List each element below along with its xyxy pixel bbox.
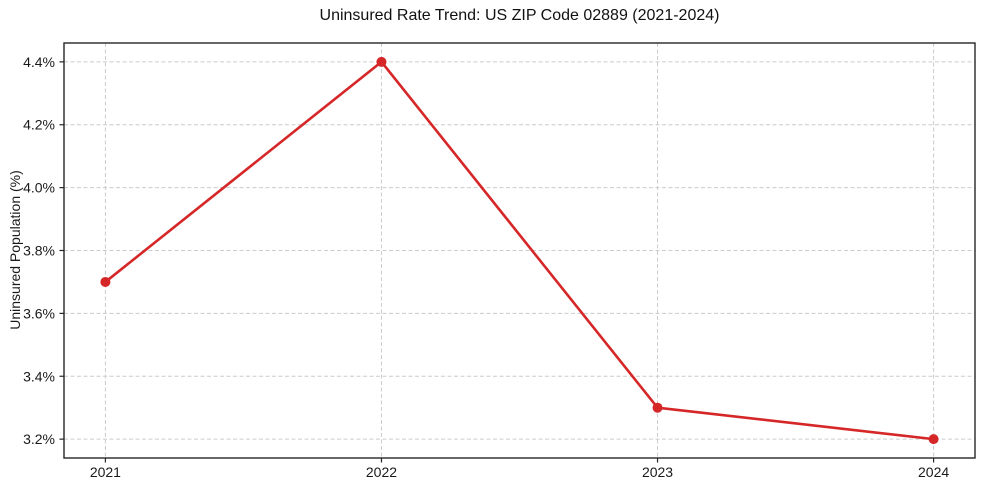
x-tick-label: 2023 <box>642 464 673 480</box>
y-tick-label: 4.4% <box>23 54 55 70</box>
x-tick-label: 2024 <box>918 464 949 480</box>
x-tick-label: 2022 <box>366 464 397 480</box>
y-tick-label: 3.6% <box>23 305 55 321</box>
data-point-2024 <box>928 434 939 445</box>
data-point-2023 <box>652 402 663 413</box>
x-tick-label: 2021 <box>90 464 121 480</box>
y-tick-label: 4.0% <box>23 180 55 196</box>
trend-line <box>104 60 935 441</box>
data-point-2022 <box>376 56 387 67</box>
chart-title: Uninsured Rate Trend: US ZIP Code 02889 … <box>319 7 720 24</box>
y-tick-label: 3.8% <box>23 243 55 259</box>
y-tick-label: 4.2% <box>23 117 55 133</box>
y-tick-label: 3.2% <box>23 431 55 447</box>
y-tick-label: 3.4% <box>23 368 55 384</box>
data-point-2021 <box>100 276 111 287</box>
